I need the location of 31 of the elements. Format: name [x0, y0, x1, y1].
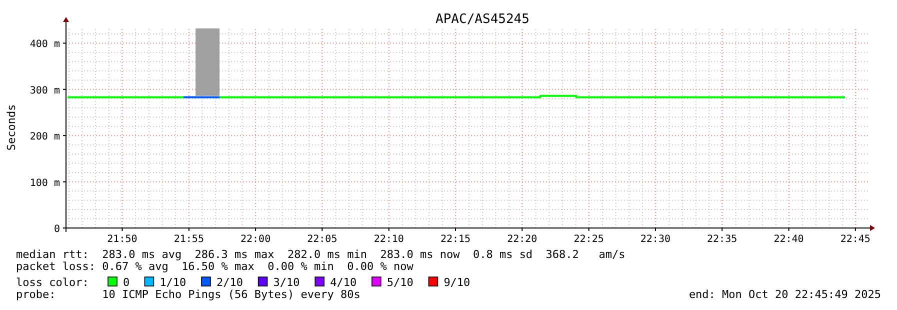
legend-label: 2/10: [216, 276, 243, 289]
chart-title: APAC/AS45245: [436, 12, 530, 27]
x-tick-label: 22:30: [640, 234, 671, 245]
x-tick-label: 22:00: [240, 234, 271, 245]
text: probe: 10 ICMP Echo Pings (56 Bytes) every 80s: [16, 288, 360, 301]
legend-label: 3/10: [273, 276, 300, 289]
x-tick-label: 22:05: [307, 234, 338, 245]
x-tick-label: 22:40: [774, 234, 804, 245]
x-tick-label: 22:35: [707, 234, 738, 245]
y-tick-label: 0: [54, 224, 60, 235]
legend-title: loss color:: [16, 276, 89, 289]
x-tick-label: 22:15: [440, 234, 471, 245]
legend-label: 9/10: [444, 276, 470, 289]
x-tick-label: 22:45: [840, 234, 870, 245]
y-tick-label: 100 m: [30, 178, 60, 189]
text: end: Mon Oct 20 22:45:49 2025: [688, 288, 881, 301]
y-tick-label: 200 m: [30, 132, 60, 143]
text: packet loss: 0.67 % avg 16.50 % max 0.00 % min 0.00 % now: [16, 260, 414, 273]
legend-label: 4/10: [330, 276, 357, 289]
legend-label: 1/10: [160, 276, 186, 289]
x-tick-label: 22:25: [574, 234, 604, 245]
x-tick-label: 22:10: [374, 234, 404, 245]
legend-label: 0: [123, 276, 130, 289]
x-tick-label: 22:20: [507, 234, 538, 245]
y-axis-title: Seconds: [5, 104, 18, 151]
legend-label: 5/10: [386, 276, 414, 289]
y-tick-label: 300 m: [30, 85, 60, 96]
x-tick-label: 21:50: [107, 234, 138, 245]
text: median rtt: 283.0 ms avg 286.3 ms max 282.0 ms min 283.0 ms now 0.8 ms sd 368.2 am/s: [16, 248, 626, 261]
y-tick-label: 400 m: [30, 39, 60, 50]
x-tick-label: 21:55: [174, 234, 204, 245]
